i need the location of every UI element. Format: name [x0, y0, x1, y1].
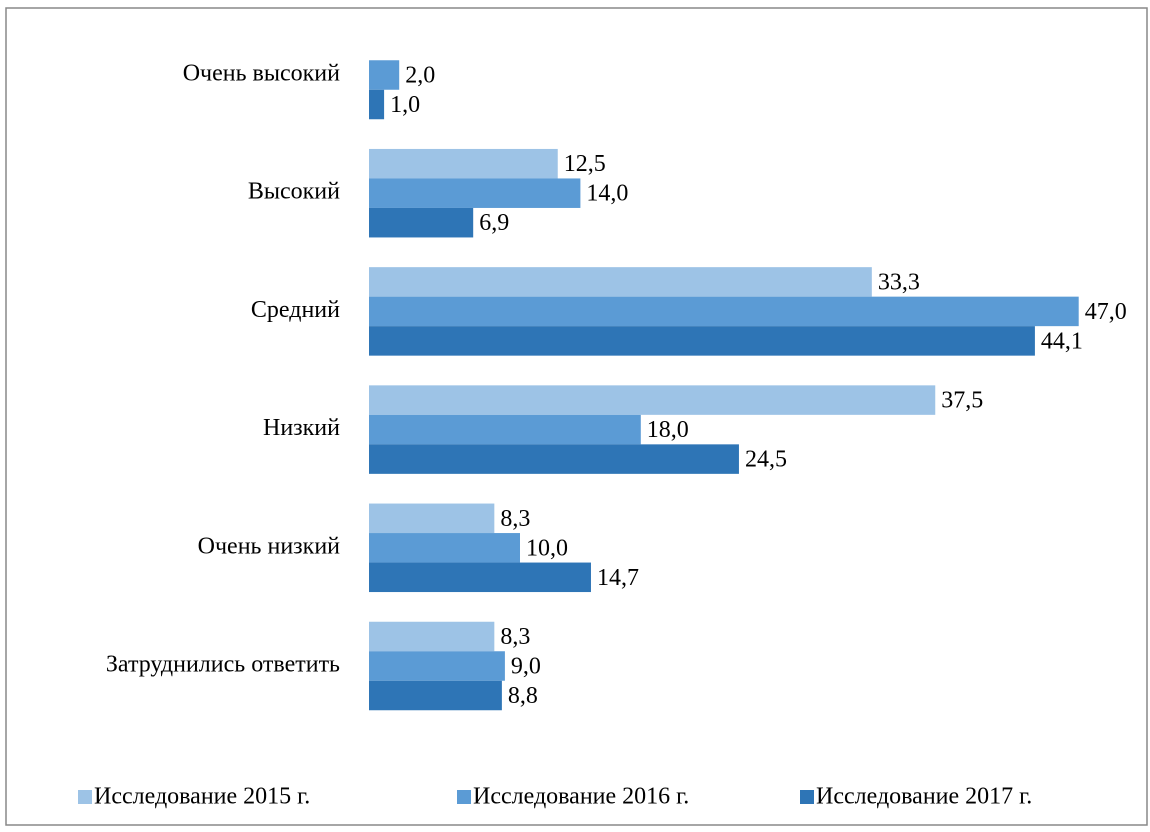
- category-label: Средний: [251, 297, 340, 323]
- value-label: 33,3: [878, 269, 920, 295]
- category-label: Низкий: [263, 415, 340, 441]
- bar: [369, 444, 739, 474]
- value-label: 8,3: [500, 624, 530, 650]
- value-label: 47,0: [1085, 299, 1127, 325]
- bar: [369, 621, 495, 652]
- value-label: 8,3: [500, 506, 530, 532]
- value-label: 18,0: [647, 417, 689, 443]
- value-label: 12,5: [564, 151, 606, 177]
- category-label: Очень низкий: [198, 533, 341, 559]
- category-label: Очень высокий: [183, 61, 340, 87]
- bar: [369, 651, 505, 681]
- value-label: 2,0: [405, 63, 435, 89]
- value-label: 14,7: [597, 565, 639, 591]
- legend-swatch: [457, 790, 471, 804]
- bar: [369, 503, 495, 534]
- value-label: 14,0: [586, 181, 628, 207]
- value-label: 8,8: [508, 683, 538, 709]
- value-label: 37,5: [941, 388, 983, 414]
- value-label: 9,0: [511, 654, 541, 680]
- category-label: Затруднились ответить: [106, 652, 340, 678]
- value-label: 1,0: [390, 92, 420, 118]
- legend-label: Исследование 2016 г.: [473, 784, 689, 810]
- legend-label: Исследование 2017 г.: [816, 784, 1032, 810]
- bar: [369, 267, 872, 297]
- bar: [369, 533, 520, 563]
- bar: [369, 385, 936, 415]
- bar: [369, 326, 1035, 356]
- value-label: 6,9: [479, 210, 509, 236]
- bar: [369, 207, 474, 238]
- value-label: 10,0: [526, 535, 568, 561]
- bar: [369, 562, 591, 593]
- bar: [369, 178, 581, 208]
- bar: [369, 680, 502, 711]
- bar: [369, 414, 641, 445]
- value-label: 24,5: [745, 447, 787, 473]
- legend-label: Исследование 2015 г.: [94, 784, 310, 810]
- value-label: 44,1: [1041, 328, 1083, 354]
- bar: [369, 89, 385, 120]
- bar: [369, 60, 400, 90]
- legend-swatch: [78, 790, 92, 804]
- bar: [369, 296, 1079, 327]
- legend-swatch: [800, 790, 814, 804]
- category-label: Высокий: [248, 179, 340, 205]
- bar: [369, 148, 558, 179]
